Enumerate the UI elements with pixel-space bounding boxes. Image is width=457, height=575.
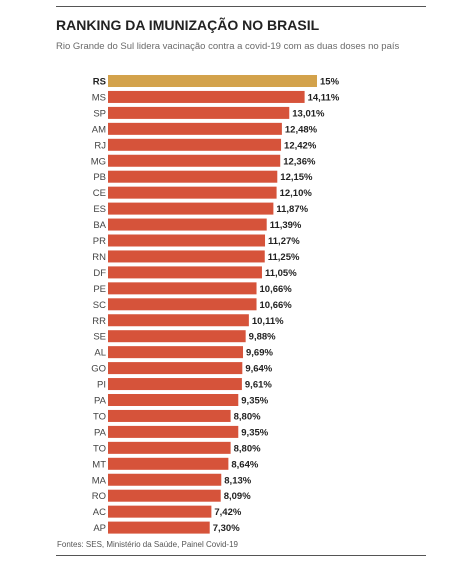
bar-to — [108, 409, 231, 422]
bar-rn — [108, 250, 265, 263]
bar-pi — [108, 378, 242, 391]
bar-ms — [108, 90, 305, 103]
bar-to — [108, 441, 231, 454]
bar-ma — [108, 473, 222, 486]
category-label: TO — [93, 443, 106, 454]
bar-rs — [108, 75, 317, 87]
category-label: MG — [91, 156, 106, 167]
value-label: 9,88% — [249, 332, 276, 343]
bar-se — [108, 330, 246, 343]
bar-al — [108, 346, 244, 359]
category-label: AC — [93, 507, 106, 518]
category-label: TO — [93, 411, 106, 422]
value-label: 15% — [320, 77, 340, 88]
category-label: PA — [94, 396, 107, 407]
bar-ce — [108, 186, 277, 199]
value-label: 8,80% — [234, 411, 261, 422]
category-label: BA — [93, 220, 106, 231]
bar-ba — [108, 218, 267, 231]
chart-title: RANKING DA IMUNIZAÇÃO NO BRASIL — [56, 17, 320, 33]
bar-pr — [108, 234, 266, 247]
category-label: RO — [92, 491, 106, 502]
category-label: RJ — [94, 140, 106, 151]
value-label: 10,66% — [260, 284, 293, 295]
value-label: 14,11% — [308, 92, 340, 103]
category-label: AM — [92, 124, 106, 135]
category-label: CE — [93, 188, 106, 199]
category-label: SE — [93, 332, 106, 343]
value-label: 10,66% — [260, 300, 293, 311]
bar-pa — [108, 425, 239, 438]
category-label: SP — [93, 108, 106, 119]
value-label: 12,42% — [284, 140, 317, 151]
bar-ap — [108, 521, 210, 534]
category-label: ES — [93, 204, 106, 215]
value-label: 8,64% — [231, 459, 258, 470]
value-label: 12,10% — [280, 188, 313, 199]
bar-df — [108, 266, 262, 279]
bar-ac — [108, 505, 212, 518]
category-label: PI — [97, 380, 106, 391]
bar-mg — [108, 154, 281, 167]
bar-pa — [108, 394, 239, 406]
bar-es — [108, 202, 274, 215]
value-label: 9,35% — [241, 427, 268, 438]
category-label: PA — [94, 427, 107, 438]
category-label: AL — [94, 348, 106, 359]
bar-go — [108, 362, 243, 375]
value-label: 8,13% — [224, 475, 251, 486]
bottom-divider — [56, 555, 426, 556]
category-label: AP — [93, 523, 106, 534]
bar-pe — [108, 282, 257, 295]
value-label: 13,01% — [292, 108, 325, 119]
value-label: 10,11% — [252, 316, 284, 327]
category-label: RN — [92, 252, 106, 263]
category-label: SC — [93, 300, 106, 311]
bar-am — [108, 122, 282, 135]
value-label: 11,25% — [268, 252, 300, 263]
category-label: PR — [93, 236, 106, 247]
value-label: 8,80% — [234, 443, 261, 454]
value-label: 11,39% — [270, 220, 302, 231]
value-label: 12,36% — [283, 156, 316, 167]
value-label: 8,09% — [224, 491, 251, 502]
value-label: 9,35% — [241, 396, 268, 407]
bar-sp — [108, 106, 290, 119]
category-label: PE — [93, 284, 106, 295]
bar-pb — [108, 170, 278, 183]
value-label: 7,42% — [214, 507, 241, 518]
category-label: RS — [93, 77, 106, 88]
value-label: 9,69% — [246, 348, 273, 359]
value-label: 7,30% — [213, 523, 240, 534]
value-label: 12,48% — [285, 124, 318, 135]
category-label: MA — [92, 475, 107, 486]
top-divider — [56, 6, 426, 7]
value-label: 9,64% — [245, 364, 272, 375]
chart-subtitle: Rio Grande do Sul lidera vacinação contr… — [56, 41, 400, 52]
bar-rr — [108, 314, 249, 327]
value-label: 11,87% — [276, 204, 308, 215]
category-label: GO — [91, 364, 106, 375]
category-label: MS — [92, 92, 106, 103]
bar-ro — [108, 489, 221, 502]
source-note: Fontes: SES, Ministério da Saúde, Painel… — [57, 540, 238, 549]
category-label: DF — [93, 268, 106, 279]
category-label: MT — [92, 459, 106, 470]
value-label: 11,27% — [268, 236, 300, 247]
value-label: 9,61% — [245, 380, 272, 391]
value-label: 12,15% — [280, 172, 313, 183]
category-label: PB — [93, 172, 106, 183]
bar-rj — [108, 138, 282, 151]
bar-sc — [108, 298, 257, 311]
value-label: 11,05% — [265, 268, 297, 279]
category-label: RR — [92, 316, 106, 327]
bar-mt — [108, 457, 229, 470]
